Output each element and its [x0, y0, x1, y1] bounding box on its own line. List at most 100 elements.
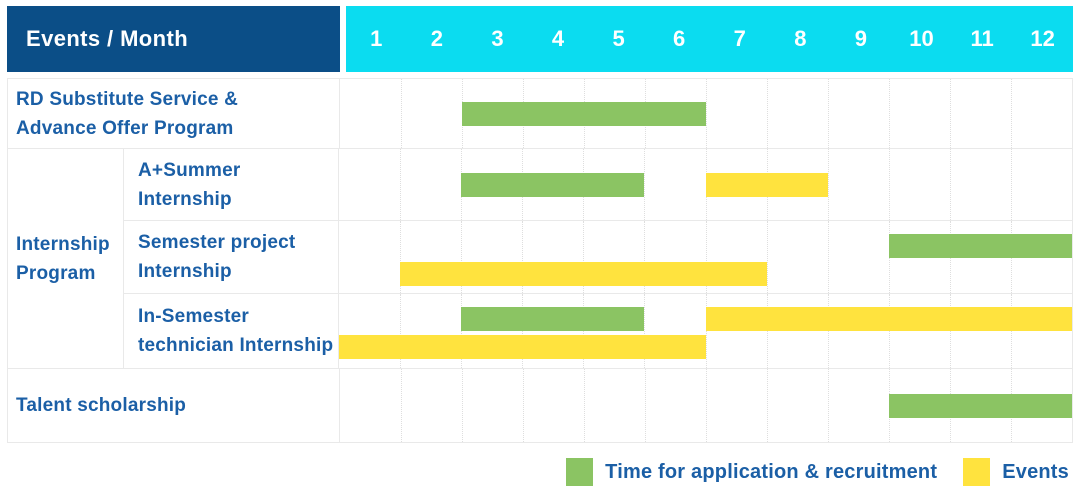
month-gridline: [888, 149, 890, 220]
row-label-a-summer-internship: A+Summer Internship: [124, 149, 339, 220]
row-label-line: Internship: [138, 188, 232, 210]
month-gridline: [400, 149, 402, 220]
legend-swatch-green: [566, 458, 594, 486]
month-header-strip: 1 2 3 4 5 6 7 8 9 10 11 12: [346, 6, 1073, 72]
month-gridline: [705, 294, 707, 368]
month-header-1: 1: [370, 26, 383, 51]
table-header-row: Events / Month 1 2 3 4 5 6 7 8 9 10 11 12: [7, 6, 1073, 72]
row-label-talent-scholarship: Talent scholarship: [8, 369, 340, 442]
month-gridline: [400, 294, 402, 368]
month-gridline: [401, 79, 402, 148]
month-gridline: [827, 294, 829, 368]
row-label-in-semester-technician-internship: In-Semester technician Internship: [124, 294, 339, 368]
month-gridline: [1010, 149, 1012, 220]
group-label-line: Internship: [16, 233, 110, 255]
legend-label-events: Events: [1002, 460, 1069, 483]
legend-item-application-recruitment: Time for application & recruitment: [566, 458, 937, 486]
month-gridline: [828, 369, 829, 442]
gantt-bar-green: [461, 172, 645, 197]
month-gridline: [401, 369, 402, 442]
table-body: RD Substitute Service & Advance Offer Pr…: [7, 78, 1073, 443]
month-header-4: 4: [551, 26, 565, 51]
month-gridline: [645, 369, 646, 442]
events-month-header-cell: Events / Month: [7, 6, 340, 72]
legend-item-events: Events: [963, 458, 1069, 486]
month-header-2: 2: [430, 26, 443, 51]
row-label-line: Talent scholarship: [16, 395, 187, 416]
group-children: A+Summer Internship Semester project Int…: [124, 149, 1072, 368]
group-internship-program: Internship Program A+Summer Internship S…: [8, 149, 1072, 369]
gantt-cells-semester-project-internship: [339, 221, 1072, 293]
row-label-line: In-Semester: [138, 306, 249, 327]
month-gridline: [705, 221, 707, 293]
gantt-bar-yellow: [705, 172, 828, 197]
month-gridline: [583, 294, 585, 368]
month-header-9: 9: [854, 26, 868, 51]
month-header-11: 11: [970, 26, 994, 51]
month-gridline: [949, 294, 951, 368]
month-gridline: [644, 221, 646, 293]
month-gridline: [827, 221, 829, 293]
row-label-line: A+Summer: [138, 159, 241, 181]
row-label-line: Internship: [138, 261, 232, 282]
gantt-bar-yellow: [400, 262, 767, 286]
gantt-bar-green: [889, 393, 1072, 418]
row-label-semester-project-internship: Semester project Internship: [124, 221, 339, 293]
legend-label-application-recruitment: Time for application & recruitment: [605, 460, 938, 483]
month-gridline: [522, 294, 524, 368]
month-gridline: [766, 221, 768, 293]
gantt-cells-rd-substitute: [340, 79, 1072, 148]
month-gridline: [766, 294, 768, 368]
month-gridline: [706, 369, 707, 442]
month-gridline: [583, 221, 585, 293]
month-gridline: [461, 294, 463, 368]
row-in-semester-technician-internship: In-Semester technician Internship: [124, 294, 1072, 368]
month-gridline: [522, 221, 524, 293]
month-gridline: [767, 369, 768, 442]
month-gridline: [584, 369, 585, 442]
month-gridline: [888, 294, 890, 368]
month-header-5: 5: [612, 26, 625, 51]
row-semester-project-internship: Semester project Internship: [124, 221, 1072, 294]
month-gridline: [1010, 294, 1012, 368]
month-header-12: 12: [1030, 26, 1055, 51]
row-label-line: technician Internship: [138, 335, 334, 356]
row-talent-scholarship: Talent scholarship: [8, 369, 1072, 442]
gantt-bar-green: [461, 307, 645, 331]
group-label-line: Program: [16, 262, 96, 284]
row-label-line: Advance Offer Program: [16, 117, 234, 139]
month-gridline: [644, 294, 646, 368]
month-gridline: [767, 79, 768, 148]
month-gridline: [889, 79, 890, 148]
row-rd-substitute: RD Substitute Service & Advance Offer Pr…: [8, 79, 1072, 149]
month-gridline: [400, 221, 402, 293]
row-a-summer-internship: A+Summer Internship: [124, 149, 1072, 221]
group-label-internship-program: Internship Program: [8, 149, 124, 368]
month-gridline: [706, 79, 707, 148]
events-month-table: Events / Month 1 2 3 4 5 6 7 8 9 10 11 12 RD Substi…: [7, 6, 1073, 443]
gantt-bar-yellow: [705, 307, 1072, 331]
month-gridline: [644, 149, 646, 220]
month-gridline: [523, 369, 524, 442]
row-label-line: Semester project: [138, 232, 296, 253]
gantt-cells-a-summer-internship: [339, 149, 1072, 220]
month-header-7: 7: [733, 26, 746, 51]
month-gridline: [949, 149, 951, 220]
gantt-bar-green: [888, 234, 1072, 258]
legend: Time for application & recruitment Event…: [566, 458, 1069, 486]
month-gridline: [828, 79, 829, 148]
month-header-8: 8: [794, 26, 807, 51]
legend-swatch-yellow: [963, 458, 991, 486]
month-gridline: [461, 221, 463, 293]
gantt-bar-green: [462, 101, 706, 126]
row-label-rd-substitute: RD Substitute Service & Advance Offer Pr…: [8, 79, 340, 148]
month-gridline: [827, 149, 829, 220]
month-gridline: [950, 79, 951, 148]
month-header-6: 6: [673, 26, 686, 51]
month-header-3: 3: [491, 26, 504, 51]
month-gridline: [1011, 79, 1012, 148]
month-gridline: [462, 369, 463, 442]
gantt-cells-in-semester-technician-internship: [339, 294, 1072, 368]
gantt-bar-yellow: [339, 335, 706, 359]
